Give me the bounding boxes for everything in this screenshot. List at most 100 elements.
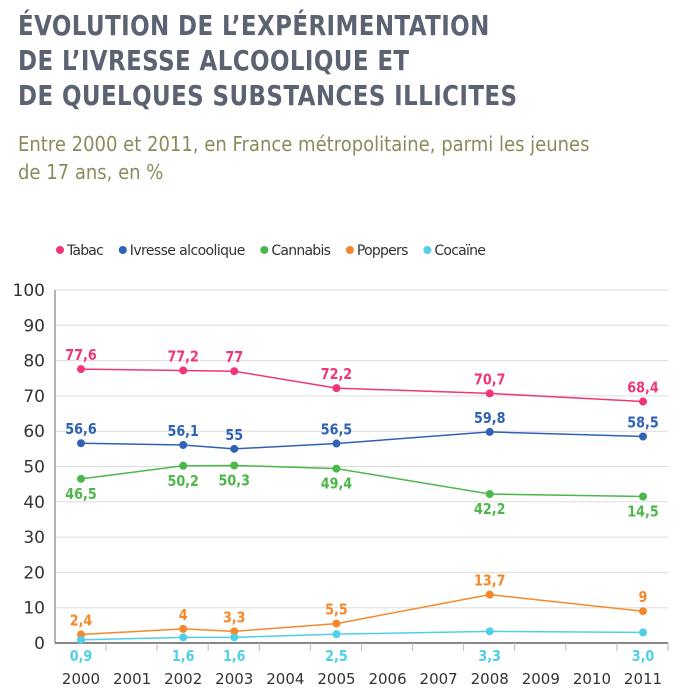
data-label: 77,2	[167, 349, 198, 366]
data-label: 46,5	[65, 486, 96, 503]
data-label: 3,3	[223, 609, 246, 626]
data-label: 56,5	[321, 422, 352, 439]
y-tick-label: 50	[23, 458, 45, 478]
data-point	[485, 427, 494, 436]
data-label: 68,4	[627, 380, 659, 397]
data-label: 3,0	[632, 648, 655, 665]
x-tick-label: 2011	[624, 670, 662, 688]
data-label: 14,5	[627, 504, 658, 521]
data-point	[77, 635, 85, 644]
x-tick-label: 2010	[573, 670, 611, 688]
data-point	[230, 367, 239, 376]
data-point	[179, 366, 188, 375]
data-label: 56,1	[167, 423, 198, 440]
data-point	[230, 444, 239, 453]
data-point	[332, 384, 341, 393]
legend-label: Cannabis	[271, 243, 331, 259]
data-point	[230, 633, 239, 642]
data-label: 77,6	[65, 347, 96, 364]
x-tick-label: 2002	[164, 670, 202, 688]
data-point	[485, 590, 494, 599]
x-tick-label: 2003	[215, 670, 253, 688]
data-point	[639, 492, 647, 501]
series-line-ivresse-alcoolique	[80, 431, 644, 450]
data-point	[179, 633, 188, 642]
data-point	[332, 464, 341, 473]
data-point	[485, 627, 494, 636]
chart-subtitle: Entre 2000 et 2011, en France métropolit…	[18, 130, 590, 186]
data-point	[485, 389, 494, 398]
legend-label: Tabac	[66, 243, 104, 259]
data-label: 58,5	[627, 415, 658, 432]
series-line-cannabis	[80, 464, 644, 498]
y-tick-label: 10	[23, 599, 45, 619]
y-tick-label: 80	[23, 352, 45, 372]
data-label: 77	[225, 349, 243, 366]
x-tick-label: 2008	[471, 670, 509, 688]
data-point	[179, 440, 188, 449]
data-point	[179, 624, 188, 633]
y-tick-label: 20	[23, 563, 45, 583]
series-line-tabac	[80, 368, 644, 403]
data-label: 70,7	[474, 371, 505, 388]
x-tick-label: 2001	[113, 670, 151, 688]
data-point	[230, 461, 239, 470]
data-point	[332, 630, 341, 639]
data-point	[77, 474, 85, 483]
data-point	[639, 607, 647, 616]
data-point	[332, 619, 341, 628]
title-line: ÉVOLUTION DE L’EXPÉRIMENTATION	[18, 9, 490, 42]
title-line: DE L’IVRESSE ALCOOLIQUE ET	[18, 44, 410, 77]
legend-label: Cocaïne	[434, 243, 486, 259]
data-point	[639, 397, 647, 406]
subtitle-line: de 17 ans, en %	[18, 160, 164, 184]
y-tick-label: 90	[23, 316, 45, 336]
series-line-poppers	[80, 593, 644, 636]
data-label: 1,6	[223, 648, 246, 665]
data-label: 5,5	[325, 602, 348, 619]
legend-marker	[118, 246, 127, 254]
data-label: 50,2	[167, 473, 198, 490]
series-line-cocaïne	[80, 630, 644, 641]
data-label: 42,2	[474, 501, 505, 518]
y-tick-label: 60	[23, 422, 45, 442]
legend-marker	[423, 246, 432, 254]
y-tick-label: 30	[23, 528, 45, 548]
data-label: 72,2	[321, 366, 352, 383]
data-point	[485, 490, 494, 499]
data-point	[179, 461, 188, 470]
data-point	[639, 628, 647, 637]
data-label: 3,3	[478, 648, 501, 665]
data-label: 50,3	[219, 473, 250, 490]
y-tick-label: 70	[23, 387, 45, 407]
y-tick-label: 100	[13, 281, 45, 301]
data-point	[639, 432, 647, 441]
x-tick-label: 2006	[368, 670, 406, 688]
chart-title: ÉVOLUTION DE L’EXPÉRIMENTATION DE L’IVRE…	[18, 8, 517, 113]
data-label: 2,5	[325, 648, 348, 665]
data-label: 0,9	[70, 648, 93, 665]
data-label: 49,4	[321, 476, 353, 493]
legend-label: Ivresse alcoolique	[130, 243, 246, 259]
data-point	[230, 627, 239, 636]
x-tick-label: 2007	[420, 670, 458, 688]
data-label: 9	[639, 589, 648, 606]
legend-marker	[345, 246, 354, 254]
data-label: 55	[225, 427, 243, 444]
title-line: DE QUELQUES SUBSTANCES ILLICITES	[18, 79, 518, 112]
subtitle-line: Entre 2000 et 2011, en France métropolit…	[18, 132, 590, 156]
data-point	[332, 439, 341, 448]
x-tick-label: 2005	[317, 670, 355, 688]
data-label: 2,4	[70, 613, 93, 630]
data-label: 13,7	[474, 573, 505, 590]
legend-label: Poppers	[357, 243, 408, 259]
y-tick-label: 0	[34, 634, 45, 654]
legend-marker	[260, 246, 269, 254]
y-tick-label: 40	[23, 493, 45, 513]
x-tick-label: 2004	[266, 670, 304, 688]
data-label: 56,6	[65, 421, 96, 438]
data-label: 4	[179, 607, 188, 624]
data-point	[77, 439, 85, 448]
x-tick-label: 2009	[522, 670, 560, 688]
